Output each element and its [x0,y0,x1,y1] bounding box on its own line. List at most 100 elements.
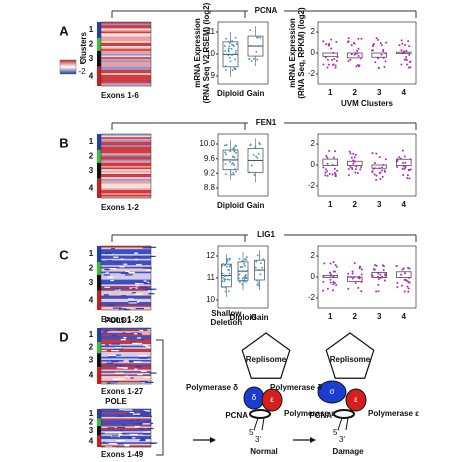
cluster-label: 2 [89,343,94,352]
heatmap-row [101,339,151,342]
heatmap-label: Exons 1-2 [101,203,139,212]
dot [223,274,226,277]
heatmap-cell [143,431,149,433]
dot [249,29,252,32]
dot [382,268,385,271]
heatmap-cell [147,290,152,292]
y-axis-label: mRNA Expression [288,18,297,88]
dot [334,263,337,266]
heatmap-cell [116,367,124,369]
dot [409,66,412,69]
heatmap-row [101,170,151,173]
dot [329,281,332,284]
heatmap-row [101,49,151,52]
dot [256,254,259,257]
heatmap-row [101,273,151,276]
heatmap-row [101,334,151,337]
heatmap-cell [140,287,148,289]
heatmap-row [101,423,151,426]
heatmap-row [101,84,151,87]
dot [259,273,262,276]
heatmap-row [101,186,151,189]
strand-3: 3' [255,435,261,444]
dot [231,69,234,71]
dot [347,60,350,63]
dot [349,58,352,61]
cluster-bar [97,426,101,436]
dot [324,171,327,174]
dot [237,277,240,280]
legend-low: -2 [78,67,86,76]
heatmap-cell [112,432,121,434]
heatmap-cell [114,288,119,290]
heatmap-row [101,151,151,154]
heatmap-row [101,416,151,419]
box-category: Diploid [217,201,244,210]
heatmap-row [101,82,151,85]
heatmap-cell [120,258,124,260]
heatmap-row [101,177,151,180]
dot [381,169,384,172]
dot [403,278,406,281]
y-tick-label: 0 [311,272,316,281]
heatmap-cell [123,336,127,339]
heatmap-cell [132,413,141,415]
heatmap-row [101,276,151,279]
heatmap-row [101,356,151,359]
dot [378,172,381,175]
cluster-bar [97,274,101,291]
dot [245,280,248,283]
heatmap-row [101,167,151,170]
delta-symbol: δ [252,393,257,402]
dot [396,160,399,163]
dot [229,56,231,59]
dot [231,54,234,56]
heatmap-row [101,254,151,256]
dot [382,50,385,53]
dot [396,286,399,289]
heatmap-cell [125,413,133,415]
dot [322,40,325,43]
heatmap-row [101,380,151,383]
heatmap-cell [149,288,157,290]
dot [258,142,261,144]
heatmap-cell [118,308,127,310]
dot [347,40,350,43]
heatmap-frame [100,327,152,385]
dot [395,265,398,268]
dot [324,174,327,177]
dot [243,277,246,280]
dot [238,257,241,260]
heatmap-cell [112,378,121,380]
cluster-label: 1 [89,409,94,418]
heatmap-row [101,39,151,42]
pol-epsilon [345,388,367,412]
heatmap-cell [146,420,152,422]
dot [323,262,326,265]
dot [359,168,362,171]
dot [222,263,225,265]
heatmap-row [101,374,151,377]
heatmap-row [101,300,151,303]
diagram-caption: Normal [250,447,278,456]
dot [350,156,353,159]
heatmap-cell [108,446,116,449]
dot [243,279,246,282]
dot [224,49,227,52]
heatmap-row [101,34,151,37]
dot [334,66,337,69]
heatmap-row [101,63,151,66]
dot [372,44,375,47]
heatmap-cell [105,272,109,274]
dot [332,283,335,286]
dot [328,172,331,175]
heatmap-cell [124,309,130,311]
strand-3: 3' [339,435,345,444]
dot [232,173,235,176]
heatmap-cell [133,342,143,345]
dot [354,168,357,171]
dot [334,150,337,153]
heatmap-row [101,336,151,338]
heatmap-row [101,31,151,34]
heatmap-cell [135,307,144,310]
